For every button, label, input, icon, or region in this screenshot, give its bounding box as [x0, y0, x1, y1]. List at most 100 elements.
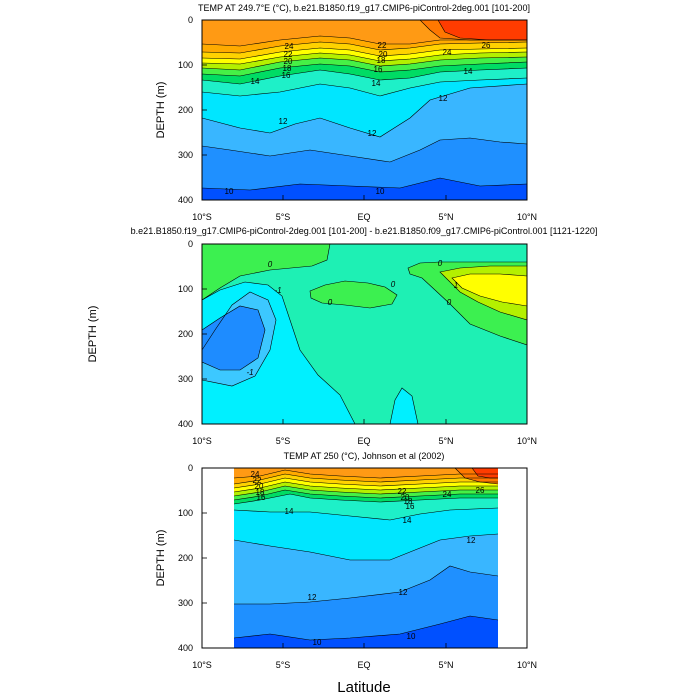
contour-label: 12	[368, 129, 377, 138]
contour-label: 14	[372, 79, 381, 88]
y-tick-label: 200	[178, 553, 193, 563]
y-tick-label: 400	[178, 195, 193, 205]
panel-3-title: TEMP AT 250 (°C), Johnson et al (2002)	[284, 451, 445, 461]
contour-label: 26	[482, 41, 491, 50]
x-tick-label: 10°N	[517, 436, 537, 446]
panel-2-contour-lines	[202, 244, 527, 424]
panel-2-contour-labels: 0 0 0 0 0 -1 -1 1	[246, 259, 458, 377]
panel-2-y-axis-label: DEPTH (m)	[87, 306, 99, 363]
contour-label: 0	[438, 259, 443, 268]
contour-label: 24	[443, 48, 452, 57]
panel-3-contour-labels: 24 22 20 18 16 22 20 18 16 24 26 14 14 1…	[251, 470, 485, 647]
band-warmest	[472, 468, 498, 478]
y-tick-label: 300	[178, 150, 193, 160]
contour-label: 12	[279, 117, 288, 126]
x-tick-label: 5°N	[438, 436, 453, 446]
x-tick-label: 5°N	[438, 212, 453, 222]
contour-label: 20	[401, 493, 410, 502]
y-tick-label: 100	[178, 508, 193, 518]
x-tick-label: 10°S	[192, 660, 212, 670]
panel-1-contour-lines	[202, 20, 527, 191]
contour-label: 16	[257, 493, 266, 502]
panel-2-title: b.e21.B1850.f19_g17.CMIP6-piControl-2deg…	[131, 226, 598, 236]
panel-3-y-tick-labels: 0 100 200 300 400	[178, 463, 193, 653]
x-tick-label: EQ	[357, 212, 370, 222]
panel-2: b.e21.B1850.f19_g17.CMIP6-piControl-2deg…	[87, 226, 597, 446]
y-tick-label: 100	[178, 284, 193, 294]
panel-3-contours: 24 22 20 18 16 22 20 18 16 24 26 14 14 1…	[234, 468, 498, 648]
contour-label: 12	[308, 593, 317, 602]
band-m3	[202, 306, 265, 370]
panel-1-x-tick-labels: 10°S 5°S EQ 5°N 10°N	[192, 212, 537, 222]
contour-label: 24	[443, 490, 452, 499]
x-axis-label: Latitude	[337, 679, 390, 696]
x-tick-label: 10°S	[192, 212, 212, 222]
contour-label: 24	[251, 470, 260, 479]
x-tick-label: 5°S	[276, 660, 291, 670]
panel-3-ticks	[201, 467, 528, 649]
contour-label: 10	[313, 638, 322, 647]
contour-label: 22	[398, 487, 407, 496]
contour-label: 14	[464, 67, 473, 76]
contour-label: 14	[403, 516, 412, 525]
y-tick-label: 300	[178, 598, 193, 608]
x-tick-label: 5°N	[438, 660, 453, 670]
contour-label: 0	[268, 260, 273, 269]
y-tick-label: 0	[188, 15, 193, 25]
x-tick-label: 10°S	[192, 436, 212, 446]
contour-label: 1	[454, 281, 458, 290]
contour-label: 16	[406, 502, 415, 511]
contour-label: 12	[467, 536, 476, 545]
y-tick-label: 200	[178, 105, 193, 115]
panel-2-contours: 0 0 0 0 0 -1 -1 1	[202, 244, 527, 424]
contour-label: 14	[285, 507, 294, 516]
panel-2-y-tick-labels: 0 100 200 300 400	[178, 239, 193, 429]
contour-label: 18	[404, 497, 413, 506]
contour-label: -1	[274, 286, 281, 295]
contour-label: 10	[376, 187, 385, 196]
contour-label: 22	[253, 476, 262, 485]
y-tick-label: 400	[178, 419, 193, 429]
band-p0-top-left	[202, 244, 330, 300]
contour-label: 0	[391, 280, 396, 289]
panel-1-contour-labels: 26 24 24 22 22 20 20 18 18 16 16 14 14 1…	[225, 41, 491, 196]
contour-label: 20	[284, 57, 293, 66]
panel-1-y-axis-label: DEPTH (m)	[155, 82, 167, 139]
panel-1-y-tick-labels: 0 100 200 300 400	[178, 15, 193, 205]
panel-3-contour-lines	[234, 468, 498, 641]
contour-label: 18	[377, 56, 386, 65]
band-23-24	[234, 468, 498, 478]
band-warmest	[438, 20, 527, 40]
panel-2-ticks	[201, 243, 528, 425]
contour-label: 22	[378, 41, 387, 50]
contour-label: 18	[256, 488, 265, 497]
contour-label: 20	[379, 50, 388, 59]
contour-label: 10	[407, 632, 416, 641]
x-tick-label: EQ	[357, 436, 370, 446]
panel-3-x-tick-labels: 10°S 5°S EQ 5°N 10°N	[192, 660, 537, 670]
contour-label: 12	[399, 588, 408, 597]
panel-1-ticks	[201, 19, 528, 201]
y-tick-label: 300	[178, 374, 193, 384]
panel-1-title: TEMP AT 249.7°E (°C), b.e21.B1850.f19_g1…	[198, 3, 530, 13]
panel-2-x-tick-labels: 10°S 5°S EQ 5°N 10°N	[192, 436, 537, 446]
band-p2	[452, 274, 527, 306]
y-tick-label: 100	[178, 60, 193, 70]
y-tick-label: 400	[178, 643, 193, 653]
y-tick-label: 200	[178, 329, 193, 339]
contour-label: 26	[476, 486, 485, 495]
contour-label: 22	[284, 50, 293, 59]
panel-3: TEMP AT 250 (°C), Johnson et al (2002)	[155, 451, 537, 696]
band-p0-eq	[310, 281, 397, 308]
contour-label: -1	[246, 368, 253, 377]
x-tick-label: 5°S	[276, 436, 291, 446]
x-tick-label: 10°N	[517, 212, 537, 222]
x-tick-label: 10°N	[517, 660, 537, 670]
panel-3-y-axis-label: DEPTH (m)	[155, 530, 167, 587]
contour-label: 20	[255, 482, 264, 491]
contour-label: 24	[285, 42, 294, 51]
x-tick-label: 5°S	[276, 212, 291, 222]
contour-label: 16	[282, 71, 291, 80]
y-tick-label: 0	[188, 463, 193, 473]
